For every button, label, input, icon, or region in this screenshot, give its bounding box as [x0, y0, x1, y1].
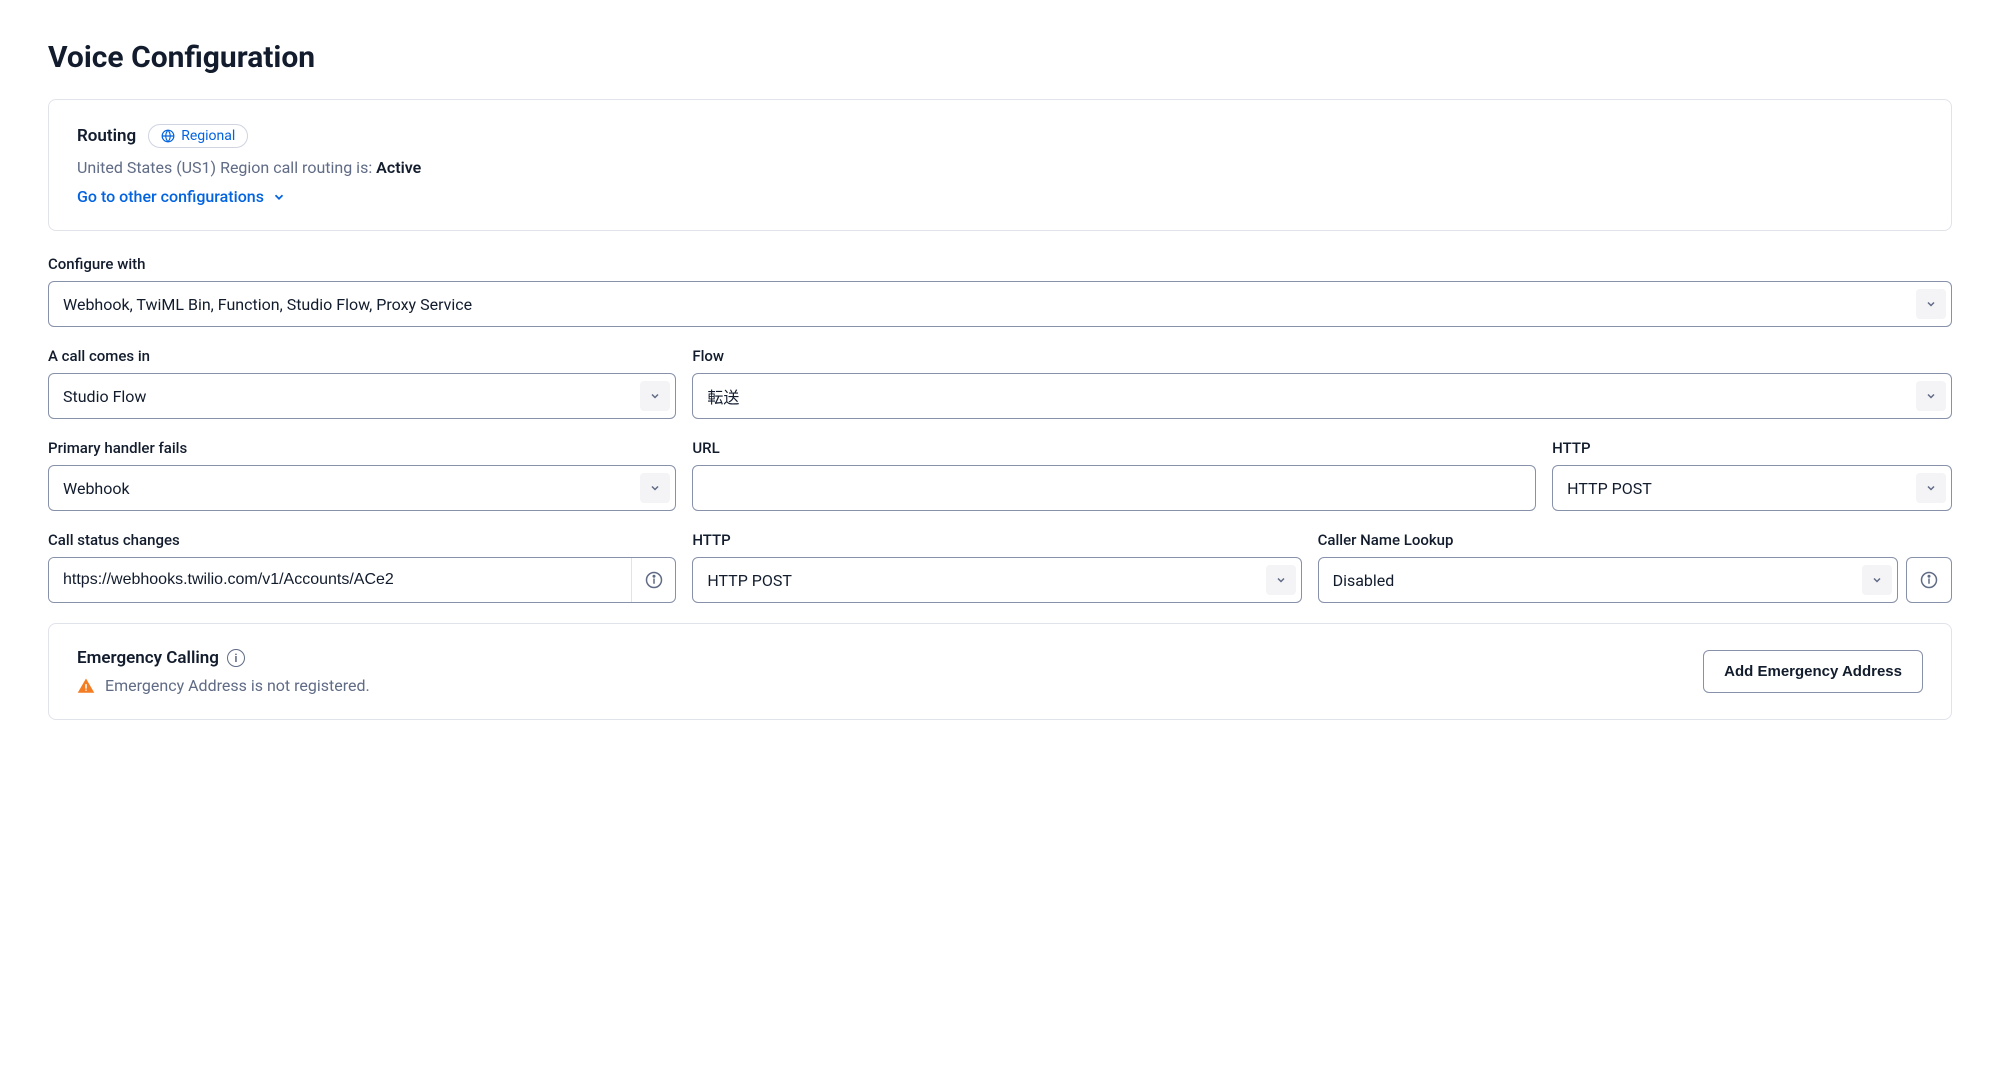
emergency-calling-card: Emergency Calling i Emergency Address is…	[48, 623, 1952, 720]
http-status-label: HTTP	[692, 531, 1301, 549]
call-comes-in-value: Studio Flow	[63, 387, 146, 406]
caller-name-lookup-select[interactable]: Disabled	[1318, 557, 1898, 603]
configure-with-label: Configure with	[48, 255, 1952, 273]
routing-status-value: Active	[376, 158, 421, 177]
http-status-select[interactable]: HTTP POST	[692, 557, 1301, 603]
call-comes-in-select[interactable]: Studio Flow	[48, 373, 676, 419]
url-label: URL	[692, 439, 1536, 457]
chevron-down-icon	[272, 190, 286, 204]
http-primary-label: HTTP	[1552, 439, 1952, 457]
http-primary-select[interactable]: HTTP POST	[1552, 465, 1952, 511]
configure-with-select[interactable]: Webhook, TwiML Bin, Function, Studio Flo…	[48, 281, 1952, 327]
primary-handler-fails-select[interactable]: Webhook	[48, 465, 676, 511]
page-title: Voice Configuration	[48, 40, 1952, 75]
http-primary-value: HTTP POST	[1567, 479, 1652, 498]
warning-icon	[77, 677, 95, 695]
routing-status-prefix: United States (US1) Region call routing …	[77, 158, 376, 177]
regional-badge-label: Regional	[181, 128, 235, 144]
http-status-value: HTTP POST	[707, 571, 792, 590]
info-icon	[1920, 571, 1938, 589]
emergency-calling-title: Emergency Calling	[77, 648, 219, 668]
routing-title: Routing	[77, 126, 136, 146]
info-icon	[645, 571, 663, 589]
caller-name-lookup-info-button[interactable]	[1907, 558, 1951, 602]
routing-card: Routing Regional United States (US1) Reg…	[48, 99, 1952, 231]
globe-icon	[161, 129, 175, 143]
add-emergency-address-button[interactable]: Add Emergency Address	[1703, 650, 1923, 693]
caller-name-lookup-value: Disabled	[1333, 571, 1395, 590]
flow-select[interactable]: 転送	[692, 373, 1952, 419]
emergency-warning-text: Emergency Address is not registered.	[105, 676, 370, 695]
primary-handler-fails-label: Primary handler fails	[48, 439, 676, 457]
flow-value: 転送	[707, 384, 739, 408]
configure-with-group: Configure with Webhook, TwiML Bin, Funct…	[48, 255, 1952, 327]
flow-label: Flow	[692, 347, 1952, 365]
other-configurations-label: Go to other configurations	[77, 187, 264, 206]
call-comes-in-label: A call comes in	[48, 347, 676, 365]
configure-with-value: Webhook, TwiML Bin, Function, Studio Flo…	[63, 295, 472, 314]
url-input[interactable]	[692, 465, 1536, 511]
call-status-changes-input[interactable]	[49, 558, 631, 602]
caller-name-lookup-label: Caller Name Lookup	[1318, 531, 1952, 549]
call-status-changes-label: Call status changes	[48, 531, 676, 549]
other-configurations-link[interactable]: Go to other configurations	[77, 187, 286, 206]
call-status-info-button[interactable]	[631, 558, 675, 602]
regional-badge[interactable]: Regional	[148, 124, 248, 148]
routing-status: United States (US1) Region call routing …	[77, 158, 1923, 177]
primary-handler-fails-value: Webhook	[63, 479, 130, 498]
emergency-info-icon[interactable]: i	[227, 649, 245, 667]
